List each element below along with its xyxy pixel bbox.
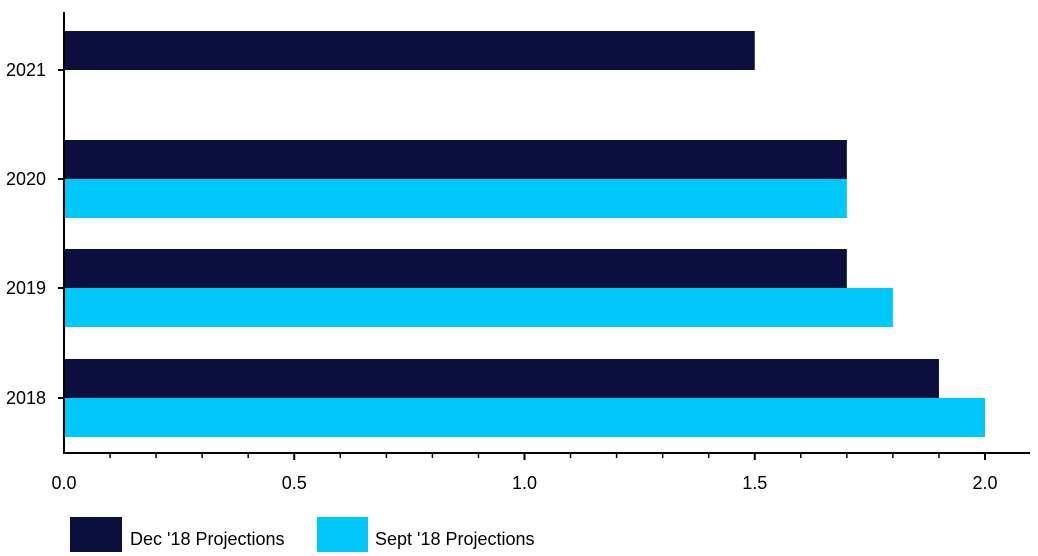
y-tick-label-2021: 2021 (6, 60, 46, 80)
x-tick-label-0.5: 0.5 (282, 473, 307, 493)
x-tick-label-2.0: 2.0 (972, 473, 997, 493)
y-ticks-group: 2021 2020 2019 2018 (6, 60, 64, 408)
legend: Dec '18 Projections Sept '18 Projections (70, 517, 535, 552)
x-tick-label-0.0: 0.0 (51, 473, 76, 493)
legend-label-sept: Sept '18 Projections (375, 529, 535, 549)
bar-2018-sept (65, 398, 985, 437)
legend-swatch-dec (70, 517, 122, 552)
y-tick-label-2019: 2019 (6, 278, 46, 298)
legend-swatch-sept (317, 517, 368, 552)
bar-2018-dec (65, 359, 939, 398)
bar-2020-dec (65, 140, 847, 179)
legend-label-dec: Dec '18 Projections (130, 529, 285, 549)
y-tick-label-2018: 2018 (6, 388, 46, 408)
bar-2020-sept (65, 179, 847, 218)
axes-group (63, 12, 1030, 454)
x-tick-label-1.0: 1.0 (512, 473, 537, 493)
bar-2019-dec (65, 249, 847, 288)
bar-2021-dec (65, 31, 755, 70)
bars-group (65, 31, 985, 437)
y-tick-label-2020: 2020 (6, 169, 46, 189)
x-tick-label-1.5: 1.5 (742, 473, 767, 493)
x-ticks-group: 0.0 0.5 1.0 1.5 2.0 (51, 453, 998, 493)
bar-2019-sept (65, 288, 893, 327)
